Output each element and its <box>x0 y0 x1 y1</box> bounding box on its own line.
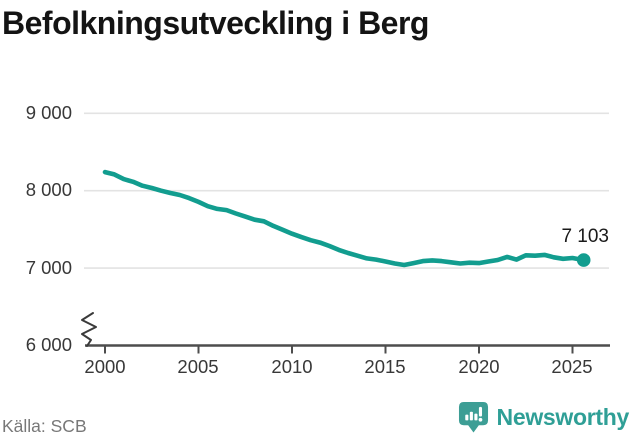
x-tick-label-2015: 2015 <box>364 356 406 377</box>
x-tick-label-2025: 2025 <box>551 356 593 377</box>
newsworthy-bubble-chart-icon <box>458 401 488 433</box>
y-tick-label-9000: 9 000 <box>25 102 72 123</box>
latest-value-dot <box>576 253 591 267</box>
x-tick-label-2000: 2000 <box>84 356 126 377</box>
axis-break-icon <box>81 312 97 347</box>
population-series-line <box>102 169 587 268</box>
newsworthy-wordmark: Newsworthy <box>496 404 630 430</box>
y-tick-label-7000: 7 000 <box>25 257 72 278</box>
x-tick-label-2020: 2020 <box>458 356 500 377</box>
source-caption: Källa: SCB <box>2 416 87 436</box>
x-tick-label-2005: 2005 <box>177 356 219 377</box>
newsworthy-logo[interactable]: Newsworthy <box>458 400 629 434</box>
y-tick-label-8000: 8 000 <box>25 179 72 200</box>
chart-title: Befolkningsutveckling i Berg <box>2 5 429 41</box>
last-value-label: 7 103 <box>561 226 609 247</box>
y-tick-label-6000: 6 000 <box>25 334 72 355</box>
x-tick-label-2010: 2010 <box>271 356 313 377</box>
